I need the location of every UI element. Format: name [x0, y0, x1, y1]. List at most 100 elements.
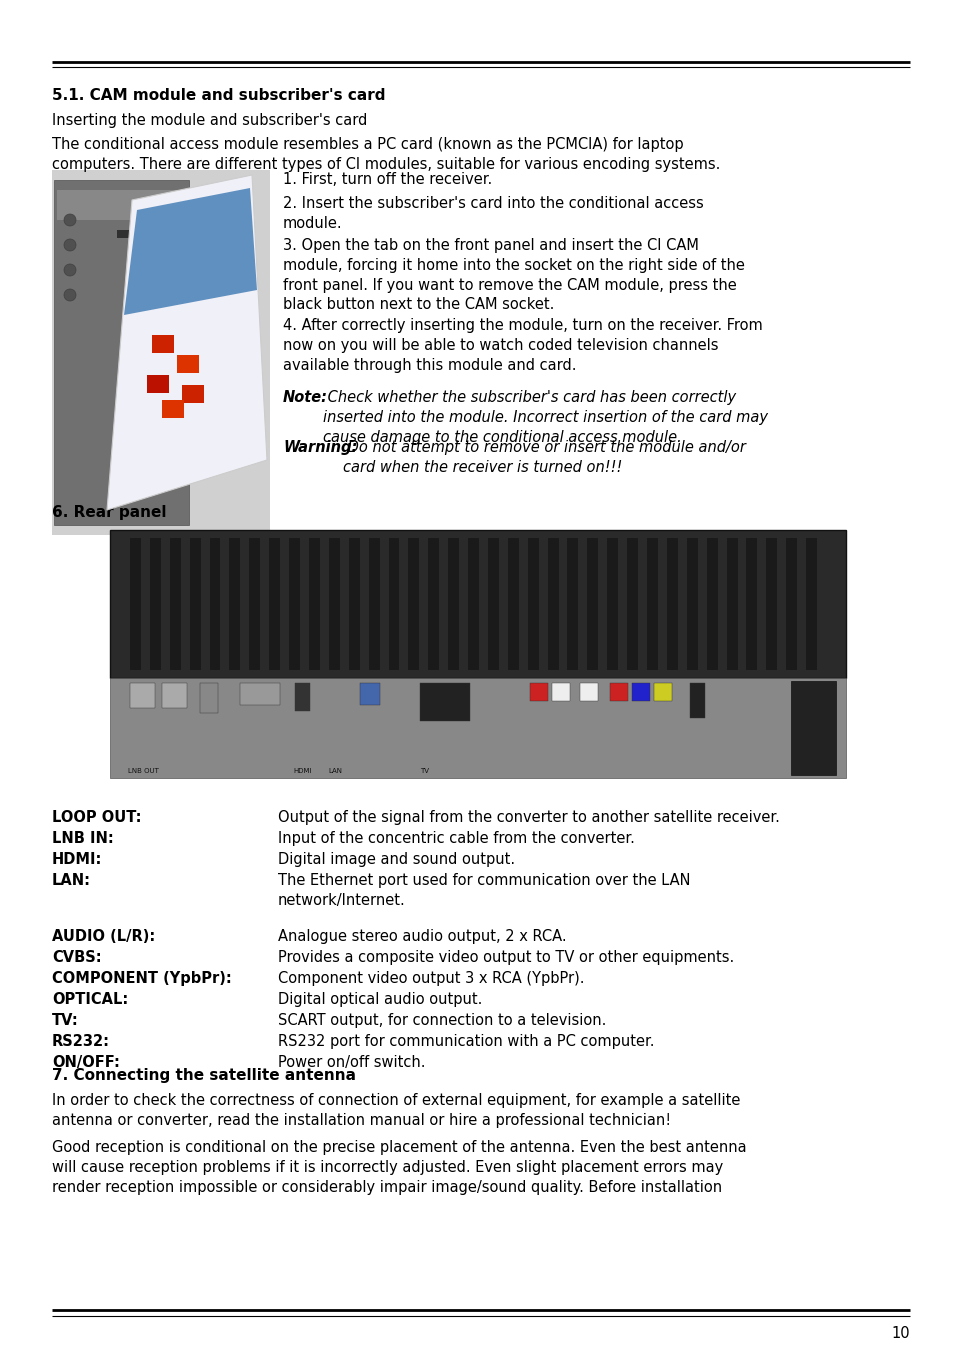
- Bar: [419, 684, 470, 721]
- Text: Output of the signal from the converter to another satellite receiver.: Output of the signal from the converter …: [277, 811, 779, 825]
- Bar: [654, 684, 671, 701]
- Bar: [150, 538, 161, 670]
- Text: Digital image and sound output.: Digital image and sound output.: [277, 852, 515, 867]
- Text: HDMI: HDMI: [293, 767, 312, 774]
- Bar: [646, 538, 658, 670]
- Bar: [110, 530, 845, 678]
- Bar: [170, 538, 180, 670]
- Text: Analogue stereo audio output, 2 x RCA.: Analogue stereo audio output, 2 x RCA.: [277, 929, 566, 944]
- Bar: [190, 538, 200, 670]
- Text: AUDIO (L/R):: AUDIO (L/R):: [52, 929, 155, 944]
- Text: Digital optical audio output.: Digital optical audio output.: [277, 992, 482, 1006]
- Bar: [666, 538, 678, 670]
- Circle shape: [64, 289, 76, 301]
- Text: LNB IN:: LNB IN:: [52, 831, 113, 846]
- Bar: [448, 538, 458, 670]
- Bar: [249, 538, 260, 670]
- Text: SCART output, for connection to a television.: SCART output, for connection to a televi…: [277, 1013, 606, 1028]
- Bar: [359, 684, 379, 705]
- Bar: [200, 684, 218, 713]
- Text: CVBS:: CVBS:: [52, 950, 102, 965]
- Bar: [587, 538, 598, 670]
- Bar: [177, 355, 199, 373]
- Bar: [609, 684, 627, 701]
- Bar: [147, 376, 169, 393]
- Circle shape: [64, 213, 76, 226]
- Bar: [329, 538, 339, 670]
- Bar: [726, 538, 737, 670]
- Bar: [631, 684, 649, 701]
- Bar: [240, 684, 280, 705]
- Bar: [686, 538, 697, 670]
- Bar: [388, 538, 399, 670]
- Bar: [349, 538, 359, 670]
- Bar: [57, 190, 176, 220]
- Text: Good reception is conditional on the precise placement of the antenna. Even the : Good reception is conditional on the pre…: [52, 1140, 746, 1194]
- Bar: [309, 538, 319, 670]
- Text: COMPONENT (YpbPr):: COMPONENT (YpbPr):: [52, 971, 232, 986]
- Bar: [289, 538, 299, 670]
- Text: LAN:: LAN:: [52, 873, 91, 888]
- Bar: [579, 684, 598, 701]
- Bar: [152, 335, 173, 353]
- Bar: [110, 678, 845, 778]
- Text: Provides a composite video output to TV or other equipments.: Provides a composite video output to TV …: [277, 950, 734, 965]
- Bar: [552, 684, 569, 701]
- Text: Component video output 3 x RCA (YpbPr).: Component video output 3 x RCA (YpbPr).: [277, 971, 584, 986]
- Bar: [567, 538, 578, 670]
- Text: 6. Rear panel: 6. Rear panel: [52, 505, 167, 520]
- Text: ON/OFF:: ON/OFF:: [52, 1055, 120, 1070]
- Bar: [805, 538, 816, 670]
- Bar: [182, 385, 204, 403]
- Text: 3. Open the tab on the front panel and insert the CI CAM
module, forcing it home: 3. Open the tab on the front panel and i…: [283, 238, 744, 312]
- Bar: [468, 538, 478, 670]
- Text: 10: 10: [890, 1325, 909, 1342]
- Bar: [530, 684, 547, 701]
- Text: Inserting the module and subscriber's card: Inserting the module and subscriber's ca…: [52, 113, 367, 128]
- Text: Check whether the subscriber's card has been correctly
inserted into the module.: Check whether the subscriber's card has …: [323, 390, 767, 444]
- Polygon shape: [107, 176, 267, 509]
- Text: 1. First, turn off the receiver.: 1. First, turn off the receiver.: [283, 172, 492, 186]
- Text: RS232 port for communication with a PC computer.: RS232 port for communication with a PC c…: [277, 1034, 654, 1048]
- Bar: [765, 538, 777, 670]
- Bar: [507, 538, 518, 670]
- Text: Power on/off switch.: Power on/off switch.: [277, 1055, 425, 1070]
- Polygon shape: [124, 188, 256, 315]
- Circle shape: [64, 263, 76, 276]
- Text: TV: TV: [419, 767, 429, 774]
- Text: 4. After correctly inserting the module, turn on the receiver. From
now on you w: 4. After correctly inserting the module,…: [283, 317, 762, 373]
- Bar: [130, 538, 141, 670]
- Bar: [785, 538, 797, 670]
- Text: LOOP OUT:: LOOP OUT:: [52, 811, 141, 825]
- Text: TV:: TV:: [52, 1013, 79, 1028]
- Bar: [269, 538, 280, 670]
- Bar: [294, 684, 310, 711]
- Bar: [229, 538, 240, 670]
- Bar: [745, 538, 757, 670]
- Text: HDMI:: HDMI:: [52, 852, 102, 867]
- Text: Note:: Note:: [283, 390, 328, 405]
- Bar: [626, 538, 638, 670]
- Text: Input of the concentric cable from the converter.: Input of the concentric cable from the c…: [277, 831, 634, 846]
- Bar: [117, 230, 187, 238]
- Bar: [428, 538, 438, 670]
- Text: LAN: LAN: [328, 767, 341, 774]
- Bar: [527, 538, 538, 670]
- Circle shape: [64, 239, 76, 251]
- Bar: [689, 684, 704, 717]
- Bar: [52, 170, 270, 535]
- Text: RS232:: RS232:: [52, 1034, 110, 1048]
- Bar: [607, 538, 618, 670]
- Bar: [368, 538, 379, 670]
- Bar: [162, 684, 187, 708]
- Text: The Ethernet port used for communication over the LAN
network/Internet.: The Ethernet port used for communication…: [277, 873, 690, 908]
- Bar: [162, 400, 184, 417]
- Bar: [790, 681, 835, 775]
- Bar: [706, 538, 717, 670]
- Bar: [547, 538, 558, 670]
- Bar: [130, 684, 154, 708]
- Text: 7. Connecting the satellite antenna: 7. Connecting the satellite antenna: [52, 1069, 355, 1084]
- Text: 5.1. CAM module and subscriber's card: 5.1. CAM module and subscriber's card: [52, 88, 385, 103]
- Bar: [54, 180, 189, 526]
- Text: Warning:: Warning:: [283, 440, 357, 455]
